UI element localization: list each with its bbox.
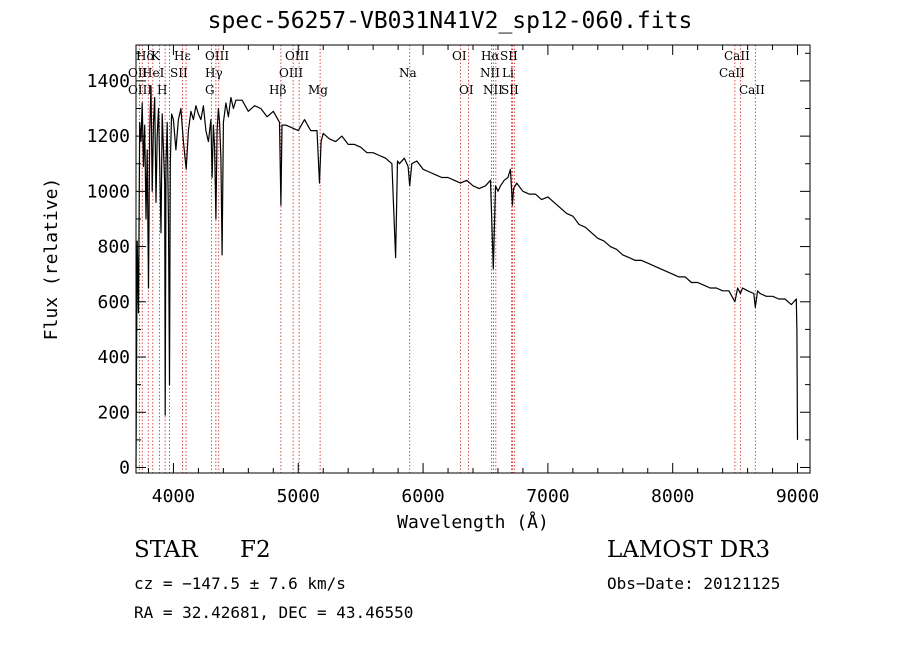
line-label: Hγ [205,66,223,80]
survey-name: LAMOST DR3 [607,537,771,563]
spectrum-line [135,85,799,468]
line-label: Hβ [269,83,286,97]
line-label: Hα [481,49,500,63]
y-tick-label: 600 [97,292,130,313]
y-tick-label: 400 [97,347,130,368]
y-tick-label: 1200 [87,126,130,147]
object-subclass: F2 [240,537,271,563]
line-markers [138,45,756,473]
line-label: G [205,83,215,97]
x-tick-label: 7000 [526,486,569,507]
line-label: OIII [128,83,152,97]
y-tick-label: 0 [119,457,130,478]
line-label: Hδ [136,49,154,63]
axis-ticks: 4000 5000 6000 7000 8000 9000 0 200 400 600 800 100… [87,45,819,507]
x-tick-label: 6000 [401,486,444,507]
line-label: OIII [279,66,303,80]
cz-value: cz = −147.5 ± 7.6 km/s [134,574,346,593]
line-label: CaII [724,49,750,63]
line-label: OII [128,66,148,80]
obs-date: Obs−Date: 20121125 [607,574,781,593]
line-label: Li [502,66,514,80]
y-axis-label: Flux (relative) [41,178,62,341]
line-label: SII [500,49,518,63]
line-label: OIII [205,49,229,63]
line-label: Na [399,66,417,80]
x-tick-label: 5000 [277,486,320,507]
line-label: H [157,83,167,97]
line-label: K [151,49,161,63]
line-label: NII [483,83,503,97]
line-label: OI [452,49,467,63]
line-label: Mg [308,83,328,97]
x-tick-label: 9000 [776,486,819,507]
y-tick-label: 1000 [87,181,130,202]
line-label: SII [501,83,519,97]
line-label: SII [170,66,188,80]
object-class: STAR [134,537,198,563]
y-tick-label: 800 [97,237,130,258]
x-tick-label: 4000 [152,486,195,507]
line-label: HeI [142,66,165,80]
y-tick-label: 200 [97,402,130,423]
x-tick-label: 8000 [651,486,694,507]
x-axis-label: Wavelength (Å) [397,511,549,533]
coordinates: RA = 32.42681, DEC = 43.46550 [134,603,414,622]
line-label: OI [459,83,474,97]
line-label: CaII [739,83,765,97]
y-tick-label: 1400 [87,71,130,92]
plot-frame [135,44,811,474]
line-label: Hε [174,49,191,63]
line-label: NII [480,66,500,80]
chart-title: spec-56257-VB031N41V2_sp12-060.fits [207,8,693,34]
line-label: CaII [719,66,745,80]
line-label: OIII [285,49,309,63]
